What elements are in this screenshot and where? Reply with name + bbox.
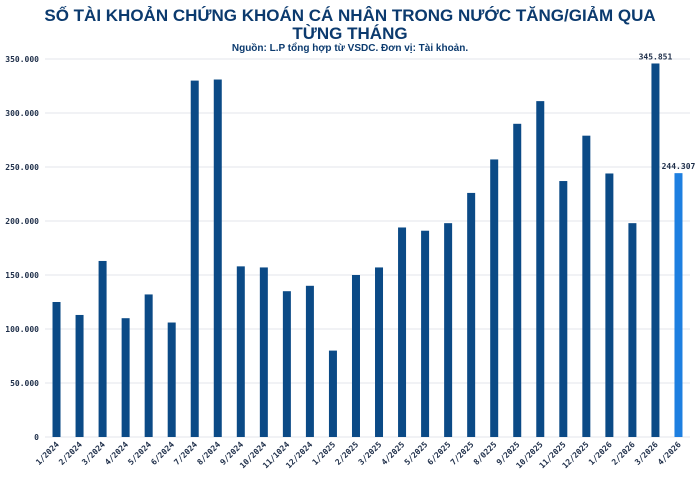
y-tick-label: 100.000 bbox=[5, 325, 39, 334]
bar bbox=[559, 181, 568, 437]
bar bbox=[536, 101, 545, 438]
bar bbox=[651, 63, 660, 437]
x-tick-label: 1/2024 bbox=[34, 440, 61, 467]
x-tick-label: 3/2026 bbox=[633, 440, 660, 467]
bar bbox=[167, 322, 176, 437]
y-tick-label: 200.000 bbox=[5, 217, 39, 226]
bar bbox=[328, 350, 337, 437]
y-tick-label: 50.000 bbox=[10, 379, 39, 388]
x-tick-label: 4/2026 bbox=[656, 440, 683, 467]
y-tick-label: 300.000 bbox=[5, 109, 39, 118]
bar bbox=[213, 79, 222, 438]
bar bbox=[305, 285, 314, 437]
x-tick-label: 2/2025 bbox=[334, 440, 361, 467]
bar bbox=[605, 173, 614, 438]
data-label: 345.851 bbox=[639, 52, 673, 61]
bar bbox=[444, 223, 453, 437]
x-tick-label: 5/2025 bbox=[403, 440, 430, 467]
x-tick-label: 1/2026 bbox=[587, 440, 614, 467]
chart-title-line1: SỐ TÀI KHOẢN CHỨNG KHOÁN CÁ NHÂN TRONG N… bbox=[44, 6, 656, 25]
x-tick-label: 5/2024 bbox=[126, 440, 153, 467]
bar bbox=[190, 80, 199, 437]
x-tick-label: 6/2024 bbox=[149, 440, 176, 467]
bar bbox=[467, 192, 476, 437]
x-tick-label: 7/2025 bbox=[449, 440, 476, 467]
bar bbox=[259, 267, 268, 437]
x-tick-label: 2/2026 bbox=[610, 440, 637, 467]
bar bbox=[282, 291, 291, 437]
x-tick-label: 7/2024 bbox=[172, 440, 199, 467]
bar bbox=[490, 159, 499, 437]
bar bbox=[351, 275, 360, 437]
bar bbox=[52, 302, 61, 437]
bar bbox=[98, 260, 107, 437]
bar bbox=[513, 123, 522, 438]
x-tick-label: 6/2025 bbox=[426, 440, 453, 467]
x-tick-label: 8/0225 bbox=[472, 440, 499, 467]
bar bbox=[375, 267, 384, 437]
bar bbox=[121, 318, 130, 437]
bar bbox=[674, 173, 683, 437]
bar bbox=[582, 135, 591, 437]
x-tick-label: 2/2024 bbox=[57, 440, 84, 467]
bar bbox=[398, 227, 407, 437]
x-tick-label: 1/2025 bbox=[311, 440, 338, 467]
x-tick-label: 8/2024 bbox=[195, 440, 222, 467]
x-tick-label: 4/2025 bbox=[380, 440, 407, 467]
bar bbox=[628, 223, 637, 437]
y-tick-label: 150.000 bbox=[5, 271, 39, 280]
chart-subtitle: Nguồn: L.P tổng hợp từ VSDC. Đơn vị: Tài… bbox=[231, 43, 469, 54]
x-tick-label: 4/2024 bbox=[103, 440, 130, 467]
bar bbox=[75, 314, 84, 437]
bar bbox=[236, 266, 245, 437]
y-tick-label: 250.000 bbox=[5, 163, 39, 172]
x-tick-label: 3/2024 bbox=[80, 440, 107, 467]
y-tick-label: 0 bbox=[34, 433, 39, 442]
bar bbox=[421, 230, 430, 437]
x-tick-label: 3/2025 bbox=[357, 440, 384, 467]
chart-title-line2: TỪNG THÁNG bbox=[292, 24, 408, 43]
bar bbox=[144, 294, 153, 437]
data-label: 244.307 bbox=[662, 162, 696, 171]
y-tick-label: 350.000 bbox=[5, 55, 39, 64]
